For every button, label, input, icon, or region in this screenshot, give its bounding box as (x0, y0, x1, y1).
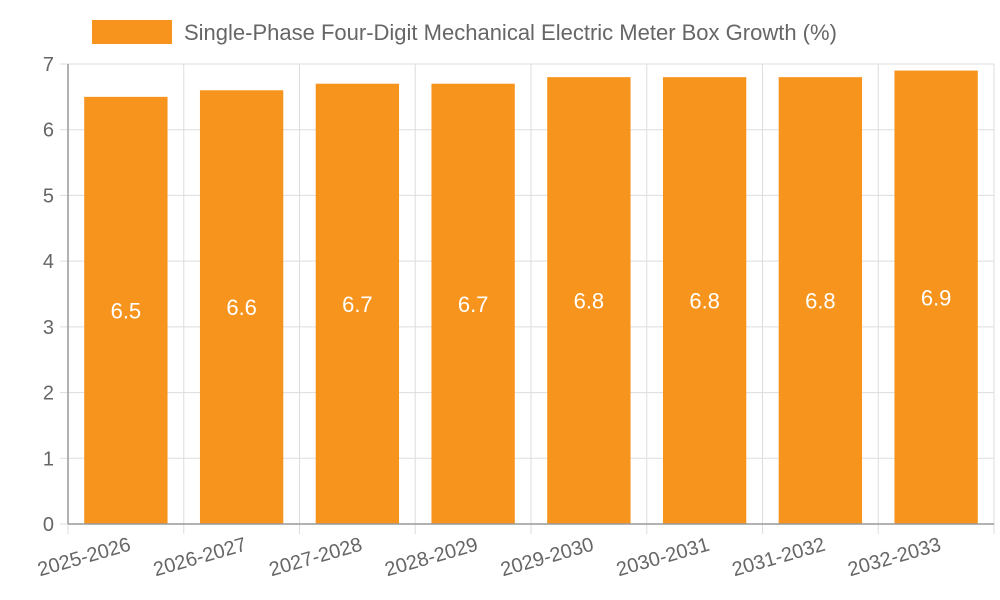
x-tick-label: 2032-2033 (845, 534, 943, 582)
data-labels-layer: 6.5 6.6 6.7 6.7 6.8 6.8 6.8 6.9 (111, 285, 952, 323)
x-tick-label: 2025-2026 (35, 534, 133, 582)
bar (84, 96, 168, 524)
bar (778, 77, 863, 525)
data-label: 6.5 (111, 298, 142, 323)
y-tick-label: 4 (43, 251, 54, 273)
y-tick-label: 3 (43, 317, 54, 339)
x-tick-label: 2027-2028 (267, 534, 365, 582)
bar (431, 83, 515, 524)
data-label: 6.8 (574, 289, 605, 314)
y-tick-label: 0 (43, 514, 54, 536)
bar (547, 77, 631, 525)
bar (662, 77, 747, 525)
y-tick-label: 7 (43, 54, 54, 76)
legend[interactable]: Single-Phase Four-Digit Mechanical Elect… (92, 20, 837, 45)
legend-swatch (92, 20, 172, 44)
y-tick-label: 6 (43, 120, 54, 142)
legend-label: Single-Phase Four-Digit Mechanical Elect… (184, 20, 837, 45)
data-label: 6.8 (689, 289, 720, 314)
data-label: 6.8 (805, 289, 836, 314)
bar (894, 70, 978, 525)
x-tick-label: 2029-2030 (498, 534, 596, 582)
bar (315, 83, 400, 524)
x-tick-label: 2026-2027 (151, 534, 249, 582)
data-label: 6.7 (458, 292, 489, 317)
x-tick-label: 2031-2032 (730, 534, 828, 582)
data-label: 6.6 (226, 295, 257, 320)
data-label: 6.7 (342, 292, 373, 317)
x-tick-label: 2030-2031 (614, 534, 712, 582)
data-label: 6.9 (921, 285, 952, 310)
bar (199, 90, 284, 525)
y-tick-label: 5 (43, 185, 54, 207)
bars-layer (84, 70, 978, 525)
y-tick-label: 2 (43, 383, 54, 405)
y-tick-label: 1 (43, 448, 54, 470)
x-tick-label: 2028-2029 (382, 534, 480, 582)
